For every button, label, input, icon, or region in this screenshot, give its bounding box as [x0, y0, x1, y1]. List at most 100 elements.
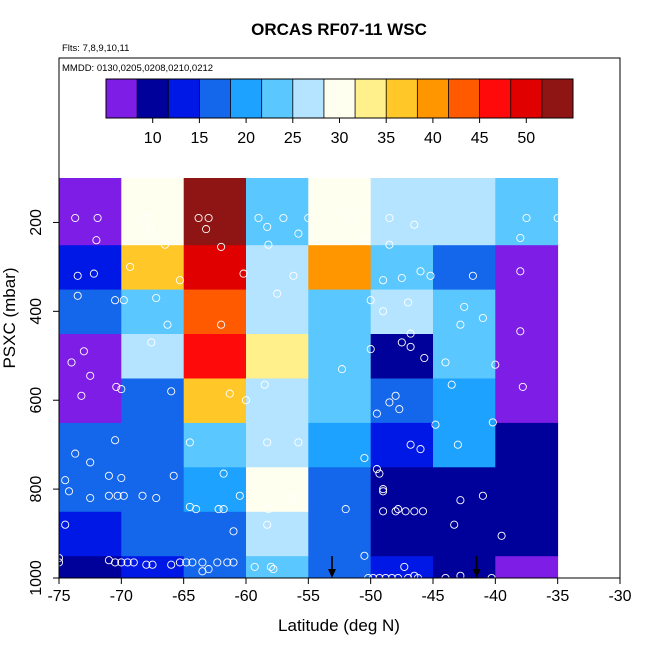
sample-marker	[61, 520, 70, 529]
colorbar-swatch	[323, 79, 329, 118]
heatmap-cell	[59, 422, 122, 468]
sample-marker	[456, 571, 465, 580]
colorbar-swatch	[339, 79, 344, 118]
sample-marker	[366, 296, 375, 305]
sample-marker	[86, 371, 95, 380]
sample-marker	[202, 225, 211, 234]
colorbar-swatch	[312, 79, 317, 118]
heatmap-cell	[121, 378, 185, 423]
colorbar-swatch	[514, 79, 519, 118]
colorbar-swatch	[475, 79, 480, 118]
sample-marker	[266, 562, 275, 571]
sample-marker	[522, 213, 531, 223]
x-tick-label: -60	[234, 588, 257, 605]
sample-marker	[337, 365, 347, 374]
colorbar-swatch	[253, 79, 259, 118]
sample-marker	[192, 505, 201, 514]
sample-marker	[152, 493, 161, 503]
colorbar-tick-label: 35	[377, 130, 395, 147]
sample-marker	[447, 380, 456, 389]
colorbar-tick-label: 30	[331, 130, 349, 147]
arrow-marker-head	[328, 569, 337, 578]
sample-marker	[391, 391, 400, 400]
sample-marker	[385, 213, 394, 223]
heatmap-cell	[59, 511, 122, 557]
sample-marker	[169, 471, 178, 480]
heatmap-cell	[308, 178, 372, 246]
sample-marker	[406, 342, 415, 351]
heatmap-cell	[246, 511, 309, 557]
colorbar-swatch	[358, 79, 364, 118]
sample-marker	[73, 271, 82, 280]
heatmap-cell	[246, 178, 309, 246]
colorbar-swatch	[569, 79, 574, 118]
sample-marker	[341, 505, 350, 514]
colorbar-swatch	[479, 79, 484, 118]
sample-marker	[119, 491, 128, 500]
colorbar-swatch	[464, 79, 469, 118]
colorbar-swatch	[288, 79, 294, 118]
colorbar-swatch	[526, 79, 531, 118]
sample-marker	[264, 505, 273, 514]
sample-marker	[198, 558, 207, 567]
colorbar-swatch	[218, 79, 224, 118]
sample-marker	[263, 520, 272, 529]
x-tick-label: -30	[608, 588, 631, 605]
sample-marker	[67, 358, 76, 367]
sample-marker	[518, 382, 527, 391]
colorbar-swatch	[304, 79, 309, 118]
colorbar-swatch	[273, 79, 278, 118]
colorbar-swatch	[425, 79, 430, 118]
colorbar-swatch	[355, 79, 360, 118]
sample-marker	[64, 487, 74, 496]
x-tick-label: -65	[172, 588, 195, 605]
heatmap-cell	[308, 244, 372, 290]
colorbar-tick-label: 50	[517, 130, 535, 147]
flights-note: Flts: 7,8,9,10,11	[62, 43, 129, 54]
heatmap-cell	[433, 289, 496, 334]
x-tick-label: -45	[421, 588, 444, 605]
heatmap-cell	[121, 511, 185, 557]
heatmap-cell	[370, 555, 434, 579]
sample-marker	[117, 558, 126, 567]
sample-marker	[126, 262, 135, 271]
sample-marker	[491, 360, 500, 369]
sample-marker	[71, 449, 80, 458]
heatmap-cell	[183, 178, 247, 246]
heatmap-cell	[495, 511, 559, 557]
sample-marker	[478, 491, 487, 500]
sample-marker	[410, 220, 419, 229]
colorbar-swatch	[534, 79, 539, 118]
sample-marker	[488, 418, 497, 427]
sample-marker	[86, 458, 95, 467]
sample-marker	[391, 507, 400, 516]
sample-marker	[111, 296, 120, 305]
heatmap-cell	[370, 289, 434, 334]
colorbar-swatch	[176, 79, 181, 118]
colorbar-swatch	[109, 79, 115, 118]
heatmap-cell	[495, 289, 559, 334]
colorbar-tick-label: 20	[237, 130, 255, 147]
sample-marker	[92, 236, 101, 245]
arrow-marker-head	[472, 569, 481, 578]
colorbar-swatch	[129, 79, 134, 118]
y-tick-label: 600	[28, 387, 45, 414]
colorbar-swatch	[257, 79, 263, 118]
sample-marker	[167, 560, 176, 569]
colorbar-swatch	[246, 79, 251, 118]
sample-marker	[260, 380, 269, 389]
heatmap-cell	[308, 422, 372, 468]
colorbar-swatch	[436, 79, 442, 118]
sample-marker	[73, 291, 82, 300]
sample-marker	[450, 520, 459, 529]
sample-marker	[294, 438, 303, 447]
colorbar-swatch	[553, 79, 558, 118]
heatmap-cell	[183, 244, 247, 290]
x-axis: -75 -70 -65 -60 -55 -50 -45 -40 -35 -30	[47, 578, 632, 605]
heatmap-cell	[246, 378, 309, 423]
colorbar-swatch	[106, 79, 111, 118]
y-tick-label: 800	[28, 476, 45, 503]
colorbar-swatch	[207, 79, 212, 118]
colorbar-swatch	[238, 79, 243, 118]
sample-marker	[117, 473, 126, 483]
